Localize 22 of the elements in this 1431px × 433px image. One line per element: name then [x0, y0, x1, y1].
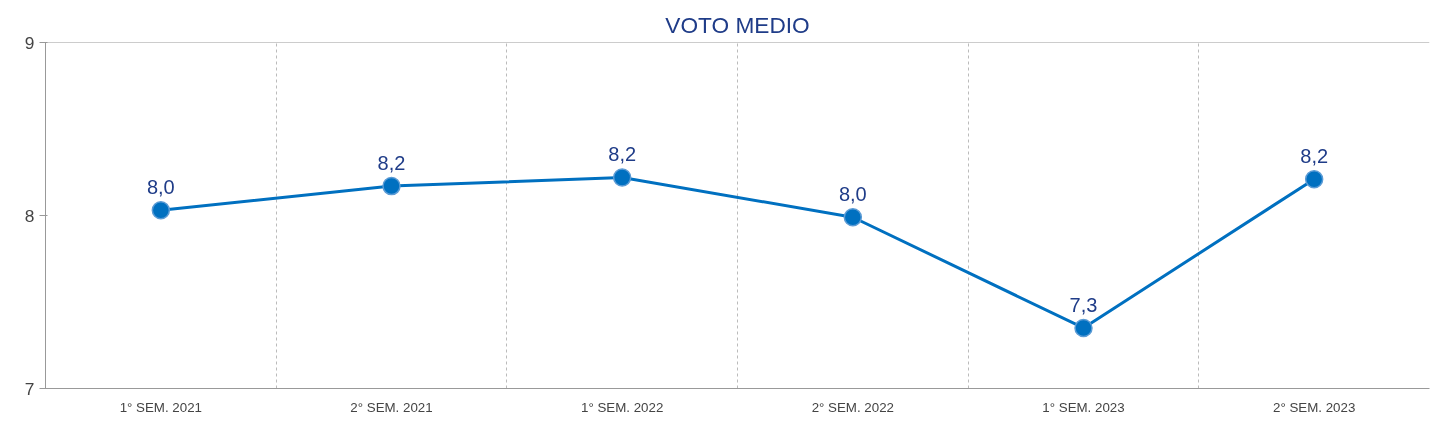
point	[382, 176, 401, 196]
data-label: 7,3	[1069, 293, 1098, 316]
y-tick-label: 8	[24, 205, 35, 226]
data-label: 8,2	[377, 152, 406, 175]
chart-title: VOTO MEDIO	[665, 11, 810, 38]
data-label: 8,0	[838, 183, 867, 206]
x-tick-label: 2° SEM. 2021	[350, 399, 433, 415]
point	[1074, 318, 1093, 338]
x-tick-label: 1° SEM. 2023	[1042, 399, 1125, 415]
point	[612, 168, 632, 187]
x-tick-label: 1° SEM. 2022	[580, 399, 664, 415]
point	[843, 208, 863, 227]
point	[151, 201, 171, 220]
x-tick-label: 2° SEM. 2023	[1272, 399, 1356, 415]
x-tick-label: 1° SEM. 2021	[119, 399, 203, 415]
data-label: 8,2	[608, 143, 637, 166]
data-label: 8,0	[146, 176, 175, 199]
y-tick-label: 9	[24, 32, 35, 53]
y-tick-label: 7	[24, 378, 35, 399]
point	[1304, 169, 1324, 189]
data-label: 8,2	[1300, 145, 1329, 168]
x-tick-label: 2° SEM. 2022	[811, 399, 895, 415]
